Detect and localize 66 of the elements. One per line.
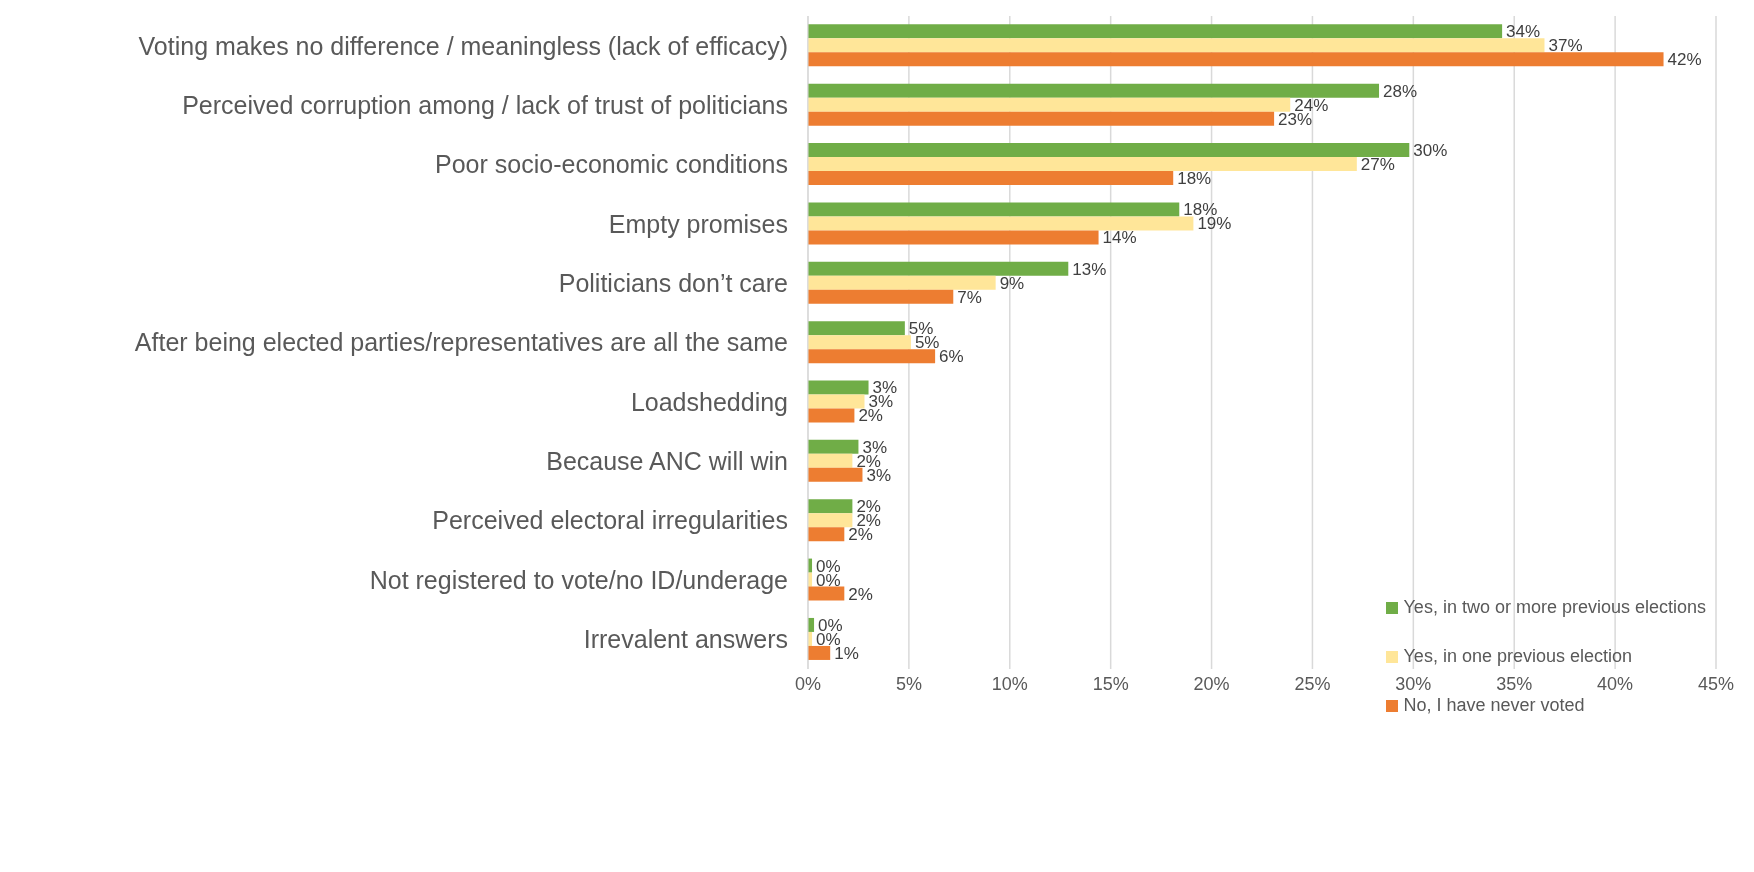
data-label: 2% bbox=[848, 584, 873, 604]
data-label: 28% bbox=[1383, 81, 1418, 101]
bar bbox=[808, 97, 1291, 112]
bar bbox=[808, 408, 855, 423]
y-tick-label: Perceived electoral irregularities bbox=[432, 506, 788, 535]
y-tick-label: Poor socio-economic conditions bbox=[435, 150, 788, 179]
data-label: 6% bbox=[939, 347, 964, 367]
y-tick-label: Empty promises bbox=[608, 209, 788, 238]
bar bbox=[808, 216, 1194, 231]
bar bbox=[808, 171, 1174, 186]
y-tick-label: Irrevalent answers bbox=[583, 625, 788, 654]
bar bbox=[808, 289, 954, 304]
bar bbox=[808, 202, 1180, 217]
data-label: 13% bbox=[1072, 259, 1107, 279]
y-tick-label: Loadshedding bbox=[630, 387, 788, 416]
data-label: 42% bbox=[1667, 50, 1702, 70]
bar bbox=[808, 275, 996, 290]
bar bbox=[808, 499, 853, 514]
bar bbox=[808, 83, 1380, 98]
bar bbox=[808, 467, 863, 482]
bar bbox=[808, 143, 1410, 158]
bar bbox=[808, 453, 853, 468]
y-tick-label: Perceived corruption among / lack of trust of politicians bbox=[182, 90, 788, 119]
data-label: 9% bbox=[999, 273, 1025, 293]
data-label: 34% bbox=[1506, 22, 1541, 42]
data-label: 27% bbox=[1360, 155, 1395, 175]
x-tick-label: 10% bbox=[991, 673, 1028, 694]
bar bbox=[808, 394, 865, 409]
bar bbox=[808, 38, 1545, 53]
legend-label: Yes, in one previous election bbox=[1403, 646, 1633, 667]
x-tick-label: 35% bbox=[1496, 673, 1533, 694]
y-tick-label: Not registered to vote/no ID/underage bbox=[369, 565, 788, 594]
x-tick-label: 45% bbox=[1697, 673, 1735, 694]
bar bbox=[808, 321, 905, 336]
bar bbox=[808, 527, 845, 542]
bar bbox=[808, 230, 1099, 245]
bar bbox=[808, 439, 859, 454]
x-tick-label: 20% bbox=[1193, 673, 1230, 694]
data-label: 18% bbox=[1177, 169, 1212, 189]
data-label: 37% bbox=[1548, 36, 1583, 56]
x-tick-label: 40% bbox=[1597, 673, 1634, 694]
y-tick-label: Because ANC will win bbox=[546, 447, 788, 476]
bar bbox=[808, 645, 831, 660]
bar bbox=[808, 335, 911, 350]
y-tick-label: After being elected parties/representatives are all the same bbox=[134, 328, 788, 357]
x-tick-label: 30% bbox=[1395, 673, 1432, 694]
legend-label: Yes, in two or more previous elections bbox=[1403, 597, 1706, 618]
bar bbox=[808, 24, 1503, 39]
bar bbox=[808, 380, 869, 395]
data-label: 14% bbox=[1102, 228, 1137, 248]
data-label: 30% bbox=[1413, 141, 1448, 161]
bar bbox=[808, 111, 1275, 126]
data-label: 7% bbox=[957, 287, 982, 307]
y-tick-label: Voting makes no difference / meaningless (lack of efficacy) bbox=[138, 31, 788, 60]
x-tick-label: 25% bbox=[1294, 673, 1331, 694]
x-tick-label: 0% bbox=[794, 673, 822, 694]
x-tick-label: 15% bbox=[1092, 673, 1129, 694]
x-tick-label: 5% bbox=[895, 673, 922, 694]
bar bbox=[808, 349, 936, 364]
bar bbox=[808, 513, 853, 528]
bar bbox=[808, 52, 1664, 67]
legend-label: No, I have never voted bbox=[1403, 695, 1585, 716]
bar bbox=[808, 586, 845, 601]
bar bbox=[808, 157, 1357, 172]
bar bbox=[808, 261, 1069, 276]
y-tick-label: Politicians don’t care bbox=[558, 269, 788, 298]
